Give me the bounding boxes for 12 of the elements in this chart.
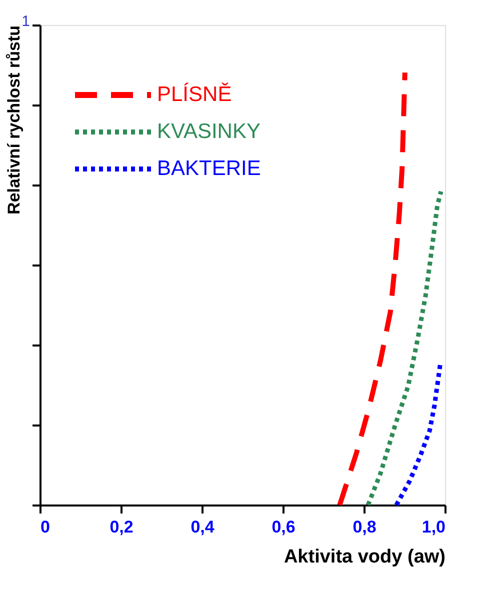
x-tick-label: 0,4 — [190, 518, 215, 536]
legend-label: KVASINKY — [157, 120, 260, 143]
x-tick-label: 0,2 — [110, 518, 134, 536]
x-axis-title: Aktivita vody (aw) — [284, 546, 446, 568]
x-tick-label: 0,8 — [352, 518, 376, 536]
text: 1 — [22, 13, 30, 30]
x-tick-label: 0 — [40, 518, 50, 536]
y-axis-title: Relativní rychlost růstu — [4, 26, 24, 214]
x-tick-label: 1,0 — [422, 518, 446, 536]
legend-label: BAKTERIE — [157, 157, 261, 180]
legend-label: PLÍSNĚ — [157, 82, 232, 106]
x-tick-label: 0,6 — [272, 518, 296, 536]
